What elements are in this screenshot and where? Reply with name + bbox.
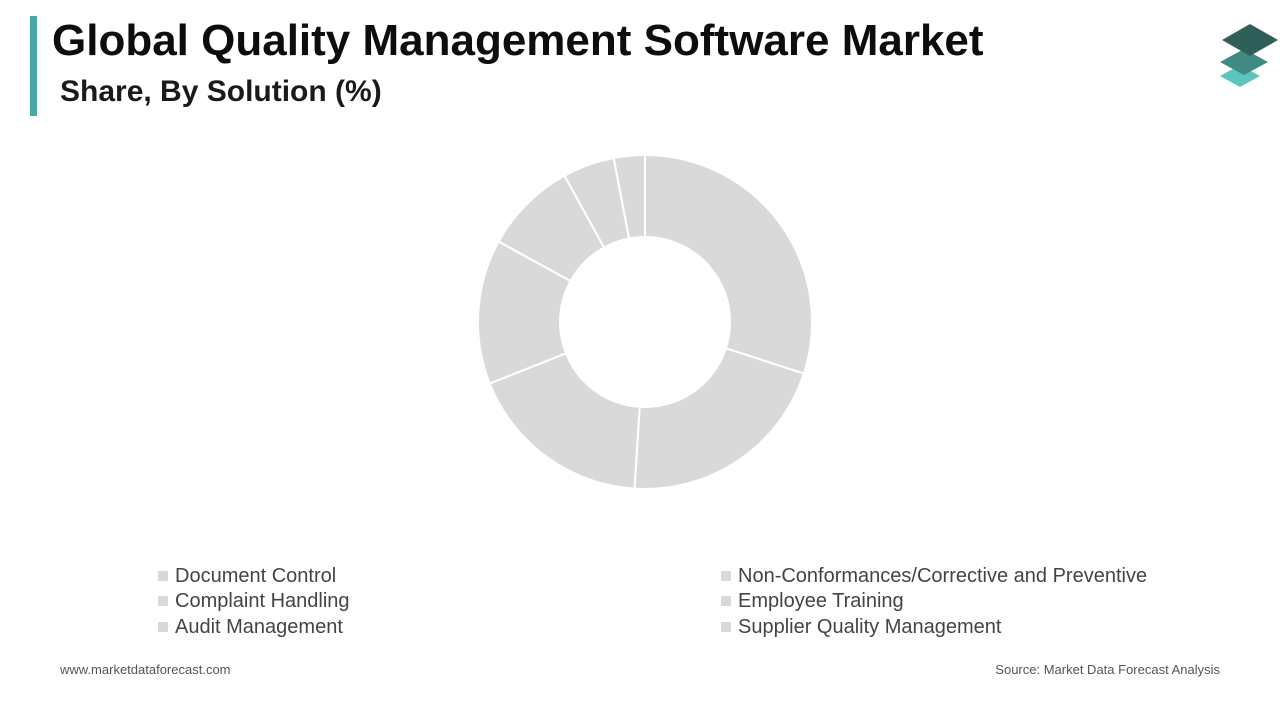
legend-swatch: [158, 571, 168, 581]
legend-item: Supplier Quality Management: [721, 615, 1001, 639]
legend-item: Non-Conformances/Corrective and Preventi…: [721, 564, 1147, 588]
legend-item: Employee Training: [721, 589, 904, 613]
footer-source: Source: Market Data Forecast Analysis: [995, 662, 1220, 677]
legend-label: Employee Training: [738, 590, 904, 612]
donut-slice-others: [612, 153, 646, 240]
logo-layer-middle: [1220, 49, 1268, 75]
legend-swatch: [721, 571, 731, 581]
legend-label: Complaint Handling: [175, 590, 350, 612]
legend-item: Complaint Handling: [158, 589, 350, 613]
chart-subtitle: Share, By Solution (%): [60, 75, 382, 108]
legend-label: Supplier Quality Management: [738, 616, 1002, 638]
donut-slice-complaint-handling: [488, 351, 641, 490]
title-accent-bar: [30, 16, 37, 116]
legend-swatch: [721, 596, 731, 606]
legend-item: Audit Management: [158, 615, 343, 639]
legend-label: Non-Conformances/Corrective and Preventi…: [738, 565, 1148, 587]
stacked-layers-icon: [1220, 24, 1278, 87]
legend-swatch: [158, 596, 168, 606]
donut-slice-document-control: [644, 153, 814, 375]
donut-slice-non-conformances-corrective-and-preventive: [633, 347, 806, 490]
legend-swatch: [721, 622, 731, 632]
chart-title: Global Quality Management Software Marke…: [52, 16, 984, 65]
legend-swatch: [158, 622, 168, 632]
legend-label: Document Control: [175, 565, 337, 587]
logo-layer-top: [1222, 24, 1278, 56]
legend-label: Audit Management: [175, 616, 343, 638]
footer-website: www.marketdataforecast.com: [60, 662, 231, 677]
legend-item: Document Control: [158, 564, 336, 588]
